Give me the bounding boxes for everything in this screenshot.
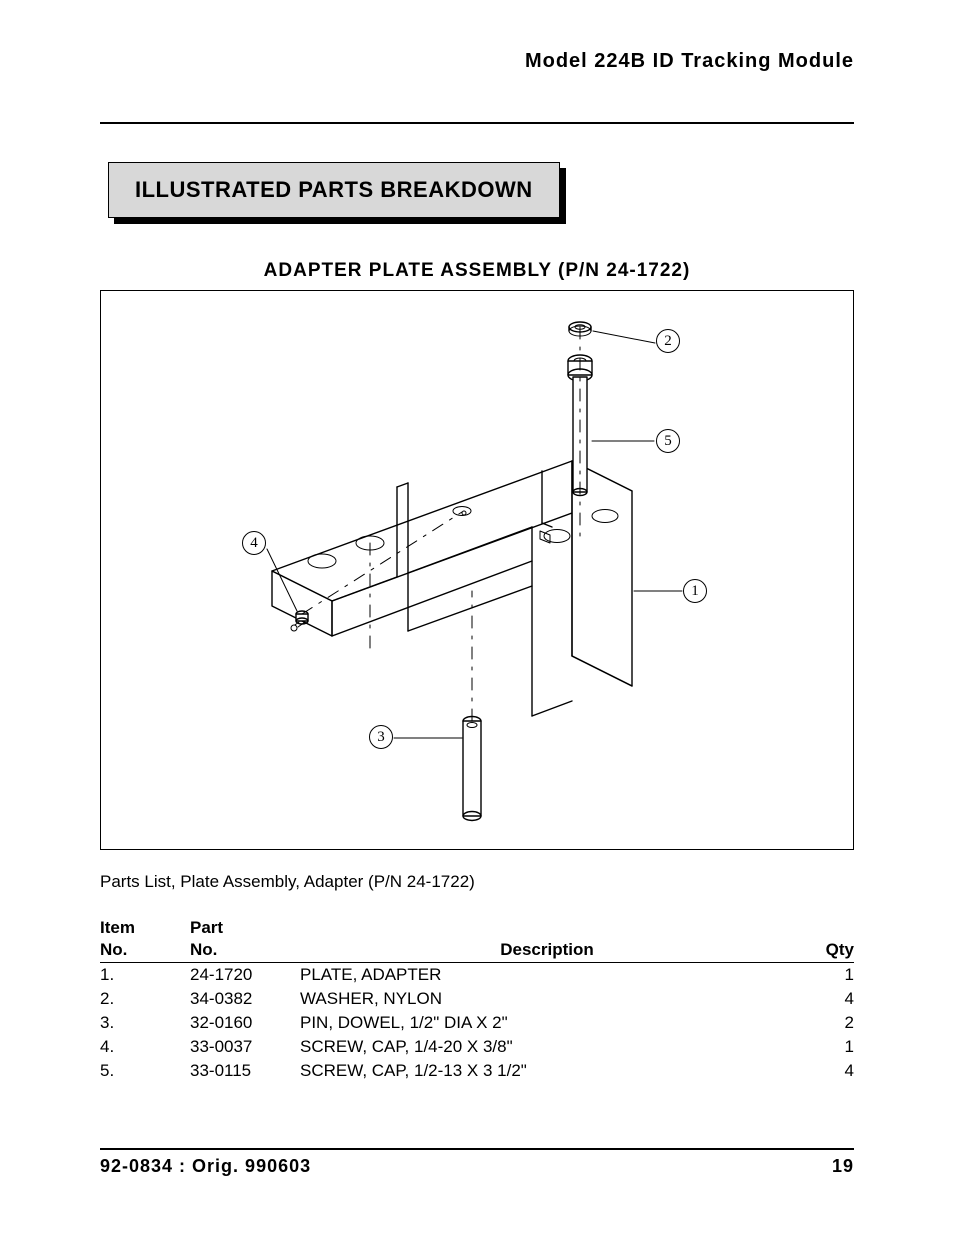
callout-circle: 2 xyxy=(656,329,680,353)
parts-table-body: 1. 24-1720 PLATE, ADAPTER 1 2. 34-0382 W… xyxy=(100,963,854,1083)
parts-table-head: Item Part No. No. Description Qty xyxy=(100,918,854,963)
callout-circle: 4 xyxy=(242,531,266,555)
cell-part: 33-0115 xyxy=(190,1059,300,1083)
footer-page-number: 19 xyxy=(832,1156,854,1177)
table-row: 2. 34-0382 WASHER, NYLON 4 xyxy=(100,987,854,1011)
cell-item: 2. xyxy=(100,987,190,1011)
cell-item: 4. xyxy=(100,1035,190,1059)
parts-caption: Parts List, Plate Assembly, Adapter (P/N… xyxy=(100,872,854,892)
section-banner: ILLUSTRATED PARTS BREAKDOWN xyxy=(108,162,560,218)
callout-number: 5 xyxy=(664,433,672,450)
cell-item: 1. xyxy=(100,963,190,987)
callout-1: 1 xyxy=(683,579,707,603)
page-footer: 92-0834 : Orig. 990603 19 xyxy=(100,1148,854,1177)
callout-4: 4 xyxy=(242,531,266,555)
cell-qty: 4 xyxy=(794,1059,854,1083)
technical-drawing xyxy=(101,291,853,849)
callout-circle: 1 xyxy=(683,579,707,603)
cell-desc: PIN, DOWEL, 1/2" DIA X 2" xyxy=(300,1011,794,1035)
callout-3: 3 xyxy=(369,725,393,749)
table-row: 1. 24-1720 PLATE, ADAPTER 1 xyxy=(100,963,854,987)
cell-qty: 1 xyxy=(794,963,854,987)
header-title: Model 224B ID Tracking Module xyxy=(525,50,854,73)
col-header-qty-1 xyxy=(794,918,854,940)
footer-left: 92-0834 : Orig. 990603 xyxy=(100,1156,311,1177)
cell-desc: SCREW, CAP, 1/4-20 X 3/8" xyxy=(300,1035,794,1059)
callout-5: 5 xyxy=(656,429,680,453)
col-header-qty-2: Qty xyxy=(794,940,854,963)
diagram-box: 1 2 3 4 5 xyxy=(100,290,854,850)
table-row: 3. 32-0160 PIN, DOWEL, 1/2" DIA X 2" 2 xyxy=(100,1011,854,1035)
cell-part: 24-1720 xyxy=(190,963,300,987)
footer-rule xyxy=(100,1148,854,1150)
page: Model 224B ID Tracking Module ILLUSTRATE… xyxy=(0,0,954,1235)
table-row: 4. 33-0037 SCREW, CAP, 1/4-20 X 3/8" 1 xyxy=(100,1035,854,1059)
cell-qty: 1 xyxy=(794,1035,854,1059)
page-header: Model 224B ID Tracking Module xyxy=(100,50,854,90)
col-header-desc-1 xyxy=(300,918,794,940)
plate-adapter-drawing xyxy=(272,461,632,716)
col-header-item-1: Item xyxy=(100,918,190,940)
callout-number: 4 xyxy=(250,535,258,552)
cell-part: 33-0037 xyxy=(190,1035,300,1059)
parts-table: Item Part No. No. Description Qty 1. 24-… xyxy=(100,918,854,1083)
col-header-desc-2: Description xyxy=(300,940,794,963)
header-rule xyxy=(100,122,854,124)
dowel-pin-drawing xyxy=(463,717,481,821)
col-header-part-1: Part xyxy=(190,918,300,940)
col-header-part-2: No. xyxy=(190,940,300,963)
cell-desc: WASHER, NYLON xyxy=(300,987,794,1011)
callout-number: 3 xyxy=(377,729,385,746)
col-header-item-2: No. xyxy=(100,940,190,963)
cell-desc: SCREW, CAP, 1/2-13 X 3 1/2" xyxy=(300,1059,794,1083)
cell-part: 32-0160 xyxy=(190,1011,300,1035)
section-banner-wrap: ILLUSTRATED PARTS BREAKDOWN xyxy=(108,162,854,218)
cell-part: 34-0382 xyxy=(190,987,300,1011)
callout-2: 2 xyxy=(656,329,680,353)
assembly-title: ADAPTER PLATE ASSEMBLY (P/N 24-1722) xyxy=(100,260,854,282)
cell-qty: 4 xyxy=(794,987,854,1011)
table-row: 5. 33-0115 SCREW, CAP, 1/2-13 X 3 1/2" 4 xyxy=(100,1059,854,1083)
callout-number: 1 xyxy=(691,583,699,600)
cell-desc: PLATE, ADAPTER xyxy=(300,963,794,987)
cell-item: 5. xyxy=(100,1059,190,1083)
callout-number: 2 xyxy=(664,333,672,350)
callout-circle: 5 xyxy=(656,429,680,453)
cell-qty: 2 xyxy=(794,1011,854,1035)
callout-circle: 3 xyxy=(369,725,393,749)
cell-item: 3. xyxy=(100,1011,190,1035)
